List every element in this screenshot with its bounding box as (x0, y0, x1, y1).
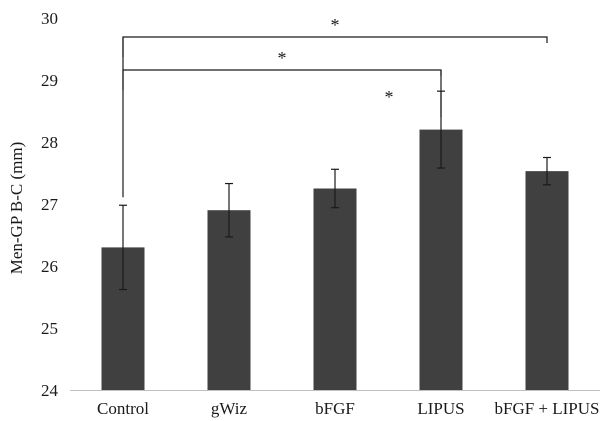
significance-marker: * (331, 15, 340, 35)
significance-marker: * (385, 87, 394, 107)
bar (207, 210, 251, 390)
x-tick-label: bFGF + LIPUS (494, 399, 599, 418)
category-labels: Control gWiz bFGF LIPUS bFGF + LIPUS (97, 399, 599, 418)
bar (525, 171, 569, 390)
significance-brackets: * * * (122, 15, 548, 198)
y-tick-label: 26 (41, 257, 58, 276)
y-axis-title-group: Men-GP B-C (mm) (7, 142, 26, 275)
y-axis-ticks: 24 25 26 27 28 29 30 (41, 9, 59, 400)
x-tick-label: Control (97, 399, 149, 418)
x-tick-label: LIPUS (417, 399, 464, 418)
y-tick-label: 25 (41, 319, 58, 338)
x-tick-label: bFGF (315, 399, 355, 418)
x-tick-label: gWiz (211, 399, 248, 418)
y-tick-label: 28 (41, 133, 58, 152)
y-tick-label: 27 (41, 195, 59, 214)
bars (101, 129, 569, 390)
error-bars (119, 90, 551, 291)
y-tick-label: 29 (41, 71, 58, 90)
significance-marker: * (278, 48, 287, 68)
y-tick-label: 30 (41, 9, 58, 28)
y-axis-title: Men-GP B-C (mm) (7, 142, 26, 275)
y-tick-label: 24 (41, 381, 59, 400)
bar (419, 129, 463, 390)
bar (313, 188, 357, 390)
significance-bracket (122, 36, 548, 57)
